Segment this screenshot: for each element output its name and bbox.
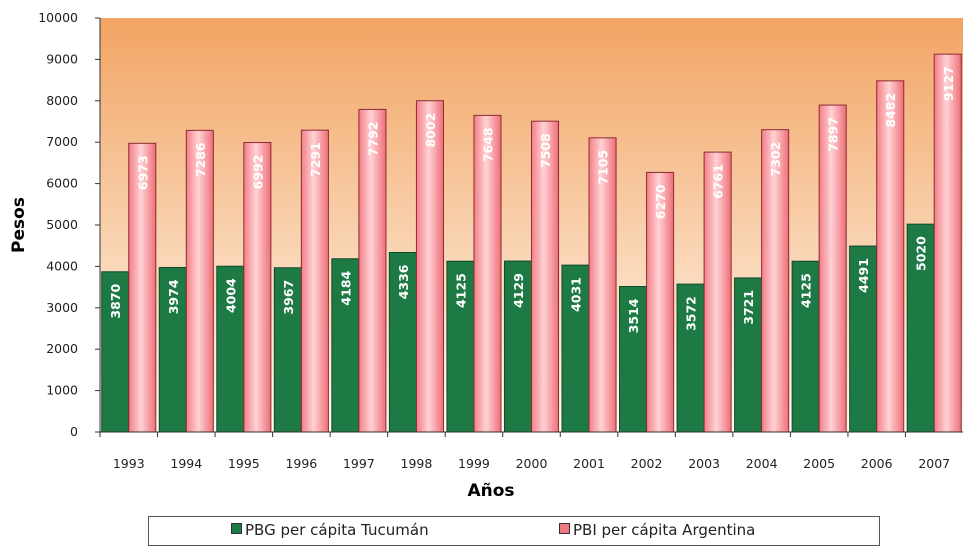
data-label-argentina: 6270 — [653, 184, 668, 219]
bar-tucuman — [791, 260, 820, 433]
bar-argentina — [243, 142, 272, 433]
y-tick-label: 3000 — [46, 300, 78, 315]
bar-tucuman — [446, 260, 475, 433]
y-tick-label: 7000 — [46, 134, 78, 149]
data-label-tucuman: 3967 — [281, 280, 296, 315]
legend-label-tucuman: PBG per cápita Tucumán — [245, 521, 429, 539]
x-tick-label: 2003 — [688, 456, 720, 471]
data-label-tucuman: 3514 — [626, 298, 641, 333]
data-label-argentina: 7792 — [365, 121, 380, 156]
x-tick-label: 1997 — [343, 456, 375, 471]
bar-tucuman — [849, 245, 878, 433]
bar-argentina — [933, 53, 962, 433]
data-label-tucuman: 4125 — [799, 273, 814, 308]
x-tick-label: 2007 — [918, 456, 950, 471]
data-label-tucuman: 4336 — [396, 264, 411, 299]
y-tick-label: 1000 — [46, 383, 78, 398]
x-tick-label: 2002 — [631, 456, 663, 471]
data-label-argentina: 9127 — [941, 66, 956, 101]
x-tick-label: 1999 — [458, 456, 490, 471]
data-label-argentina: 8002 — [423, 113, 438, 148]
bar-argentina — [876, 80, 905, 433]
bar-tucuman — [388, 251, 417, 433]
legend-label-argentina: PBI per cápita Argentina — [573, 521, 756, 539]
y-tick-label: 10000 — [38, 10, 78, 25]
data-label-tucuman: 4129 — [511, 273, 526, 308]
x-tick-label: 2006 — [861, 456, 893, 471]
data-label-argentina: 7302 — [768, 142, 783, 177]
bar-argentina — [415, 100, 444, 433]
bar-argentina — [185, 129, 214, 433]
x-tick-label: 1994 — [170, 456, 202, 471]
data-label-tucuman: 3974 — [166, 279, 181, 314]
bar-argentina — [128, 142, 157, 433]
y-tick-label: 0 — [70, 424, 78, 439]
legend-swatch-argentina — [559, 523, 570, 534]
legend-item-argentina: PBI per cápita Argentina — [559, 521, 755, 539]
bar-argentina — [473, 114, 502, 433]
data-label-tucuman: 4031 — [569, 277, 584, 312]
data-label-argentina: 6973 — [135, 155, 150, 190]
y-tick-label: 4000 — [46, 258, 78, 273]
legend-swatch-tucuman — [231, 523, 242, 534]
data-label-argentina: 6992 — [250, 155, 265, 190]
data-label-argentina: 7291 — [308, 142, 323, 177]
bar-tucuman — [158, 266, 187, 433]
data-label-argentina: 6761 — [711, 164, 726, 199]
data-label-argentina: 8482 — [883, 93, 898, 128]
bar-tucuman — [273, 267, 302, 433]
x-axis-title: Años — [467, 481, 514, 501]
data-label-tucuman: 4004 — [223, 278, 238, 313]
data-label-tucuman: 5020 — [914, 236, 929, 271]
bar-argentina — [300, 129, 329, 433]
legend-item-tucuman: PBG per cápita Tucumán — [231, 521, 429, 539]
bar-tucuman — [734, 277, 763, 433]
bar-argentina — [761, 129, 790, 433]
data-label-argentina: 7105 — [596, 150, 611, 185]
x-tick-label: 1996 — [285, 456, 317, 471]
x-tick-label: 2000 — [516, 456, 548, 471]
data-label-tucuman: 4491 — [856, 258, 871, 293]
x-tick-label: 2004 — [746, 456, 778, 471]
data-label-argentina: 7648 — [480, 127, 495, 162]
data-label-tucuman: 3870 — [108, 283, 123, 318]
y-tick-label: 8000 — [46, 93, 78, 108]
data-label-tucuman: 4125 — [453, 273, 468, 308]
data-label-argentina: 7508 — [538, 133, 553, 168]
y-tick-label: 9000 — [46, 51, 78, 66]
data-label-argentina: 7286 — [193, 142, 208, 177]
bar-argentina — [588, 137, 617, 433]
bar-argentina — [358, 108, 387, 433]
y-tick-label: 2000 — [46, 341, 78, 356]
x-tick-label: 1998 — [401, 456, 433, 471]
bar-tucuman — [561, 264, 590, 433]
y-tick-label: 6000 — [46, 176, 78, 191]
data-label-tucuman: 3572 — [684, 296, 699, 331]
bar-argentina — [818, 104, 847, 433]
data-label-tucuman: 4184 — [338, 270, 353, 305]
data-label-argentina: 7897 — [826, 117, 841, 152]
data-label-tucuman: 3721 — [741, 290, 756, 325]
x-tick-label: 2001 — [573, 456, 605, 471]
bar-tucuman — [906, 223, 935, 433]
y-axis-title: Pesos — [9, 197, 29, 253]
x-tick-label: 1993 — [113, 456, 145, 471]
x-tick-label: 2005 — [803, 456, 835, 471]
y-tick-label: 5000 — [46, 217, 78, 232]
legend: PBG per cápita Tucumán PBI per cápita Ar… — [148, 516, 880, 546]
x-tick-label: 1995 — [228, 456, 260, 471]
